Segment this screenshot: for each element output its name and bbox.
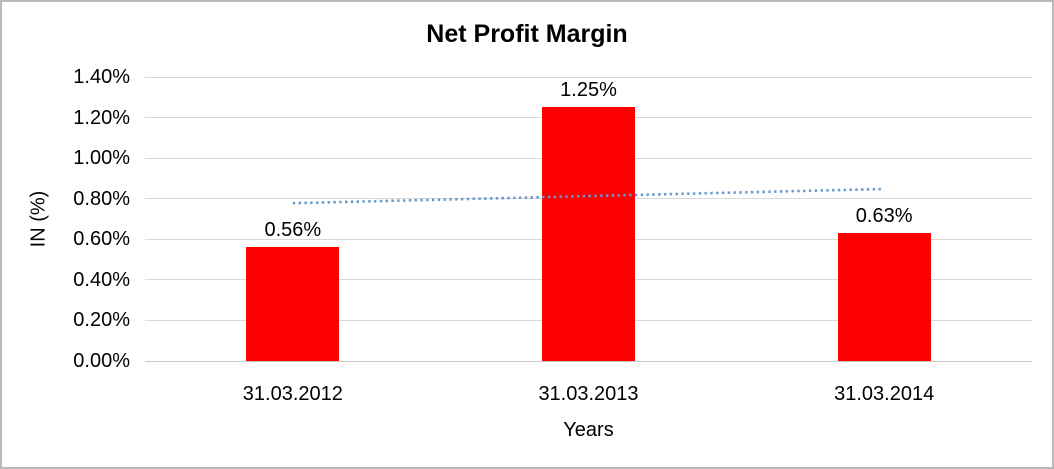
bar-value-label: 0.63% bbox=[855, 205, 913, 228]
x-tick-label: 31.03.2013 bbox=[538, 383, 639, 405]
x-axis-title: Years bbox=[563, 419, 614, 441]
bar-31.03.2012 bbox=[246, 247, 340, 361]
chart-title: Net Profit Margin bbox=[426, 20, 628, 48]
x-tick-label: 31.03.2014 bbox=[834, 383, 935, 405]
y-tick-label: 0.00% bbox=[73, 350, 130, 372]
gridline bbox=[145, 76, 1032, 78]
y-tick-label: 1.40% bbox=[73, 66, 130, 88]
y-tick-label: 1.20% bbox=[73, 106, 130, 129]
y-tick-label: 1.00% bbox=[73, 147, 130, 170]
x-axis-line bbox=[145, 360, 1032, 362]
bar-31.03.2013 bbox=[542, 107, 635, 361]
x-tick-label: 31.03.2012 bbox=[242, 383, 343, 405]
bar-31.03.2014 bbox=[837, 233, 931, 361]
y-tick-label: 0.40% bbox=[73, 268, 130, 291]
bar-value-label: 1.25% bbox=[560, 79, 617, 102]
bar-value-label: 0.56% bbox=[264, 219, 322, 242]
y-tick-label: 0.60% bbox=[73, 228, 130, 251]
y-tick-label: 0.80% bbox=[73, 187, 130, 210]
y-tick-label: 0.20% bbox=[73, 309, 130, 332]
